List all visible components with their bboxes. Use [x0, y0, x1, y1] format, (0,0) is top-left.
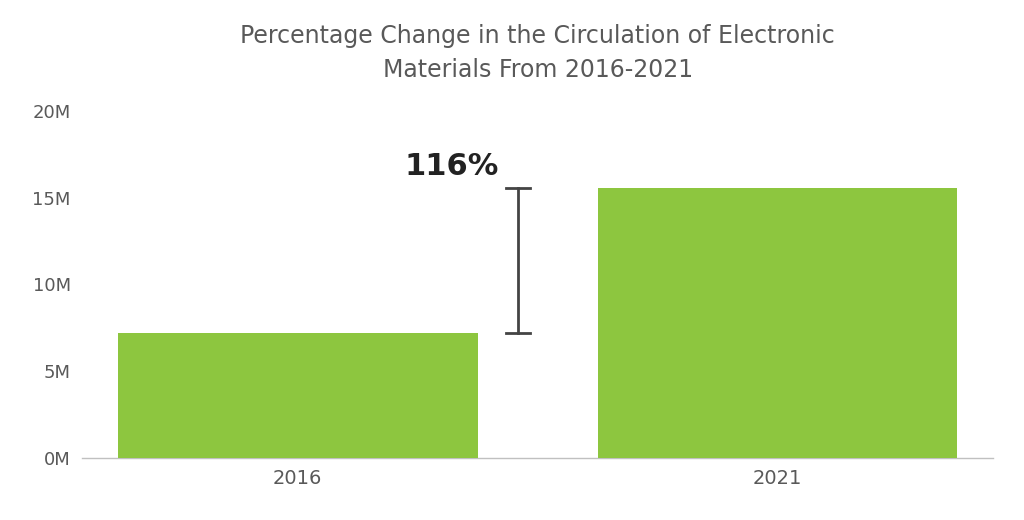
Bar [598, 188, 957, 458]
Text: 116%: 116% [404, 152, 500, 181]
Title: Percentage Change in the Circulation of Electronic
Materials From 2016-2021: Percentage Change in the Circulation of … [241, 24, 835, 82]
Bar [118, 333, 477, 458]
